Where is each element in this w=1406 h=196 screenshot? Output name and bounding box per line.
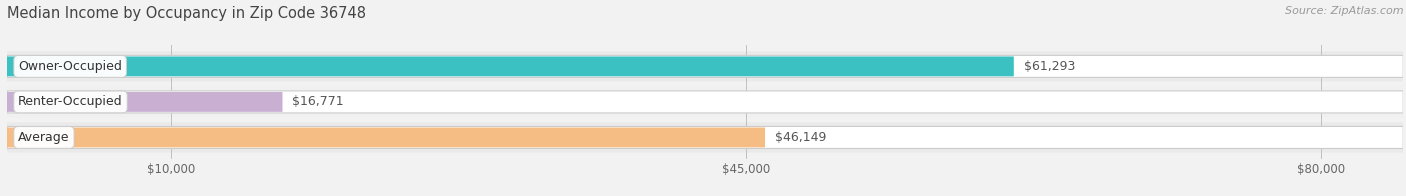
Text: Renter-Occupied: Renter-Occupied xyxy=(18,95,122,108)
FancyBboxPatch shape xyxy=(7,51,1403,82)
FancyBboxPatch shape xyxy=(7,92,283,112)
FancyBboxPatch shape xyxy=(7,91,1403,113)
FancyBboxPatch shape xyxy=(7,55,1403,77)
FancyBboxPatch shape xyxy=(7,126,1403,148)
Text: $16,771: $16,771 xyxy=(292,95,344,108)
FancyBboxPatch shape xyxy=(7,56,1014,76)
FancyBboxPatch shape xyxy=(7,87,1403,117)
FancyBboxPatch shape xyxy=(7,128,765,147)
Text: Average: Average xyxy=(18,131,70,144)
FancyBboxPatch shape xyxy=(7,122,1403,152)
Text: Source: ZipAtlas.com: Source: ZipAtlas.com xyxy=(1285,6,1403,16)
Text: Median Income by Occupancy in Zip Code 36748: Median Income by Occupancy in Zip Code 3… xyxy=(7,6,366,21)
Text: $61,293: $61,293 xyxy=(1024,60,1076,73)
Text: Owner-Occupied: Owner-Occupied xyxy=(18,60,122,73)
Text: $46,149: $46,149 xyxy=(775,131,827,144)
